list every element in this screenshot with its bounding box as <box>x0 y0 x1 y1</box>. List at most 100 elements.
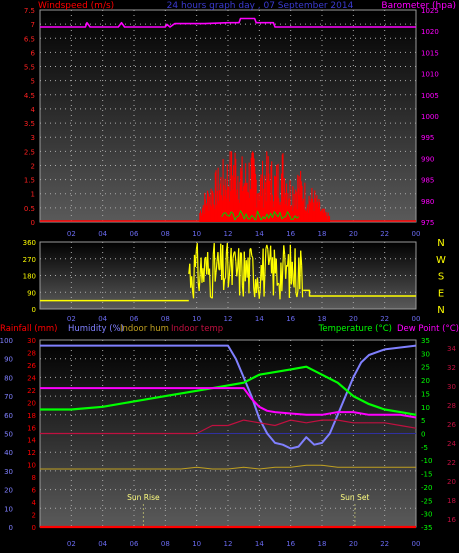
barometer-line <box>40 17 416 28</box>
direction-segment <box>192 254 196 299</box>
hour-tick-label: 02 <box>67 315 76 323</box>
rain-tick-label: 16 <box>27 424 36 432</box>
temperature-tick-label: 10 <box>421 404 430 412</box>
temperature-tick-label: 5 <box>421 417 425 425</box>
direction-tick-label: 0 <box>32 306 36 314</box>
direction-segment <box>196 243 199 283</box>
humidity-tick-label: 70 <box>4 393 13 401</box>
direction-segment <box>207 252 210 275</box>
direction-segment <box>277 282 280 285</box>
windspeed-axis-title: Windspeed (m/s) <box>38 1 114 11</box>
rain-tick-label: 0 <box>32 524 36 532</box>
hour-tick-label: 10 <box>192 230 201 238</box>
direction-segment <box>222 244 225 290</box>
series-line-temperature-c- <box>40 365 417 416</box>
windspeed-tick-label: 1 <box>31 191 35 199</box>
hour-tick-label: 04 <box>98 540 107 548</box>
barometer-tick-label: 980 <box>421 198 434 206</box>
indoor-temp-tick-label: 32 <box>447 364 456 372</box>
direction-tick-label: 360 <box>23 239 36 247</box>
chart-title: 24 hours graph day , 07 September 2014 <box>167 1 354 11</box>
direction-segment <box>283 245 286 255</box>
direction-segment <box>240 253 244 286</box>
windspeed-tick-label: 6.5 <box>24 35 35 43</box>
direction-segment <box>240 251 242 254</box>
direction-segment <box>224 277 226 280</box>
series-line-dew-point-c- <box>40 387 417 419</box>
barometer-tick-label: 985 <box>421 177 434 185</box>
windspeed-tick-label: 1.5 <box>24 177 35 185</box>
legend-item: Rainfall (mm) <box>0 324 58 334</box>
direction-segment <box>258 288 261 299</box>
direction-segment <box>252 257 255 288</box>
barometer-tick-label: 990 <box>421 155 434 163</box>
barometer-tick-label: 1010 <box>421 71 439 79</box>
direction-segment <box>294 248 297 294</box>
hour-tick-label: 00 <box>412 540 421 548</box>
hour-tick-label: 08 <box>161 230 170 238</box>
hour-tick-label: 08 <box>161 540 170 548</box>
rain-tick-label: 30 <box>27 337 36 345</box>
temperature-tick-label: 0 <box>421 431 425 439</box>
hour-tick-label: 14 <box>255 315 264 323</box>
direction-segment <box>300 250 303 266</box>
temperature-tick-label: 30 <box>421 350 430 358</box>
compass-label: N <box>437 238 444 249</box>
direction-segment <box>263 271 266 297</box>
windspeed-tick-label: 5.5 <box>24 64 35 72</box>
hour-tick-label: 20 <box>349 315 358 323</box>
hour-tick-label: 22 <box>380 540 389 548</box>
humidity-tick-label: 90 <box>4 356 13 364</box>
hour-tick-label: 16 <box>286 230 295 238</box>
temperature-tick-label: 20 <box>421 377 430 385</box>
temperature-tick-label: 35 <box>421 337 430 345</box>
legend-item: Indoor temp <box>171 324 223 334</box>
humidity-tick-label: 60 <box>4 412 13 420</box>
windspeed-tick-label: 2 <box>31 162 35 170</box>
windspeed-tick-label: 4.5 <box>24 92 35 100</box>
windspeed-tick-label: 3.5 <box>24 120 35 128</box>
hour-tick-label: 00 <box>412 230 421 238</box>
temperature-tick-label: -15 <box>421 471 432 479</box>
barometer-tick-label: 1025 <box>421 7 439 15</box>
direction-segment <box>227 276 230 287</box>
direction-segment <box>231 258 234 286</box>
rain-tick-label: 14 <box>27 437 36 445</box>
hour-tick-label: 18 <box>318 315 327 323</box>
direction-tick-label: 180 <box>23 273 36 281</box>
rain-tick-label: 24 <box>27 374 36 382</box>
indoor-temp-tick-label: 26 <box>447 421 456 429</box>
hour-tick-label: 04 <box>98 315 107 323</box>
rain-tick-label: 20 <box>27 399 36 407</box>
legend-item: Temperature (°C) <box>318 324 392 334</box>
windspeed-tick-label: 3 <box>31 134 35 142</box>
hour-tick-label: 10 <box>192 540 201 548</box>
indoor-temp-tick-label: 20 <box>447 478 456 486</box>
sunset-label: Sun Set <box>340 493 369 502</box>
hour-tick-label: 06 <box>130 230 139 238</box>
series-line-indoor-temp <box>40 419 417 435</box>
direction-segment <box>236 267 239 277</box>
direction-series <box>188 243 304 300</box>
windspeed-tick-label: 7.5 <box>24 7 35 15</box>
hour-tick-label: 06 <box>130 315 139 323</box>
direction-segment <box>228 263 231 277</box>
direction-tick-label: 90 <box>27 289 36 297</box>
hour-tick-label: 18 <box>318 230 327 238</box>
humidity-tick-label: 40 <box>4 449 13 457</box>
rain-tick-label: 18 <box>27 412 36 420</box>
barometer-tick-label: 1005 <box>421 92 439 100</box>
direction-segment <box>275 258 278 286</box>
hour-tick-label: 06 <box>130 540 139 548</box>
direction-segment <box>191 276 194 291</box>
direction-segment <box>224 251 228 278</box>
hour-tick-label: 16 <box>286 540 295 548</box>
direction-segment <box>232 252 235 259</box>
indoor-temp-tick-label: 28 <box>447 402 456 410</box>
indoor-temp-tick-label: 18 <box>447 497 456 505</box>
hour-tick-label: 02 <box>67 230 76 238</box>
hour-tick-label: 18 <box>318 540 327 548</box>
direction-segment <box>211 254 214 299</box>
hour-tick-label: 16 <box>286 315 295 323</box>
indoor-temp-tick-label: 22 <box>447 459 456 467</box>
